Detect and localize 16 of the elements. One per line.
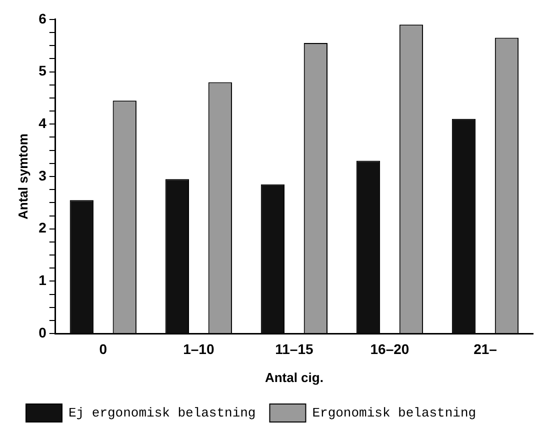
x-tick-label: 1–10 xyxy=(183,340,214,357)
y-tick-label: 4 xyxy=(38,114,47,131)
y-tick-label: 2 xyxy=(38,220,47,236)
y-tick-label: 3 xyxy=(38,167,47,184)
y-tick-label: 5 xyxy=(38,62,47,79)
legend-label: Ej ergonomisk belastning xyxy=(68,405,256,420)
x-tick-label: 11–15 xyxy=(275,340,314,357)
legend-label: Ergonomisk belastning xyxy=(312,405,476,420)
y-tick-label: 0 xyxy=(38,324,47,340)
x-tick-label: 21– xyxy=(474,340,498,357)
x-axis-title: Antal cig. xyxy=(264,370,324,385)
y-tick-label: 6 xyxy=(38,10,47,26)
x-tick-label: 0 xyxy=(99,340,108,357)
x-tick-label: 16–20 xyxy=(370,340,410,357)
y-tick-label: 1 xyxy=(38,272,47,288)
y-axis-title: Antal symtom xyxy=(15,134,30,220)
